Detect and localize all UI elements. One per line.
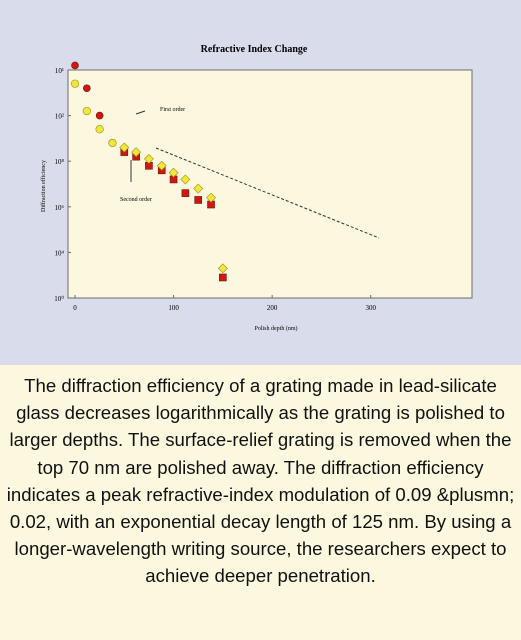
- chart-title: Refractive Index Change: [201, 44, 308, 55]
- second-order-point: [180, 174, 191, 185]
- y-axis-label: Diffraction efficiency: [40, 160, 47, 212]
- y-tick-label: 10⁸: [55, 158, 65, 166]
- y-tick-label: 10⁴: [55, 249, 65, 257]
- y-tick-label: 10⁶: [55, 204, 65, 212]
- y-tick-label: 10¹: [55, 67, 64, 75]
- chart-figure: Refractive Index Change Polish depth (nm…: [0, 0, 521, 365]
- second-order-point: [156, 160, 167, 171]
- first-order-point: [71, 61, 79, 70]
- second-order-point: [70, 79, 80, 88]
- first-order-point: [181, 189, 190, 197]
- x-tick-label: 200: [267, 304, 278, 312]
- series-second-order: [70, 79, 228, 274]
- second-order-point: [95, 125, 104, 134]
- second-order-point: [82, 106, 91, 116]
- second-order-point: [217, 263, 228, 274]
- annotation-first-order: First order: [160, 107, 185, 113]
- x-tick-label: 100: [168, 304, 179, 312]
- second-order-point: [131, 147, 142, 158]
- x-tick-label: 300: [365, 304, 376, 312]
- x-tick-group: 0 100 200 300: [73, 295, 376, 312]
- annotation-second-order: Second order: [120, 197, 152, 203]
- first-order-point: [194, 196, 203, 204]
- second-order-point: [108, 138, 117, 148]
- first-order-point: [95, 111, 104, 120]
- second-order-point: [206, 192, 216, 203]
- y-tick-label: 10⁰: [54, 295, 64, 303]
- first-order-pointer: [135, 110, 146, 115]
- x-axis-label: Polish depth (nm): [255, 325, 298, 332]
- second-order-point: [144, 153, 154, 164]
- trend-line: [155, 147, 380, 239]
- y-tick-group: 10⁰ 10⁴ 10⁶ 10⁸ 10² 10¹: [54, 67, 71, 303]
- first-order-point: [219, 273, 227, 282]
- chart-svg: Refractive Index Change Polish depth (nm…: [40, 44, 473, 332]
- figure-caption: The diffraction efficiency of a grating …: [6, 368, 515, 640]
- second-order-point: [168, 167, 179, 178]
- x-tick-label: 0: [73, 304, 77, 312]
- first-order-point: [83, 84, 91, 93]
- y-tick-label: 10²: [55, 113, 64, 121]
- second-order-point: [193, 183, 204, 194]
- second-order-point: [119, 142, 130, 153]
- plot-area: [67, 69, 473, 299]
